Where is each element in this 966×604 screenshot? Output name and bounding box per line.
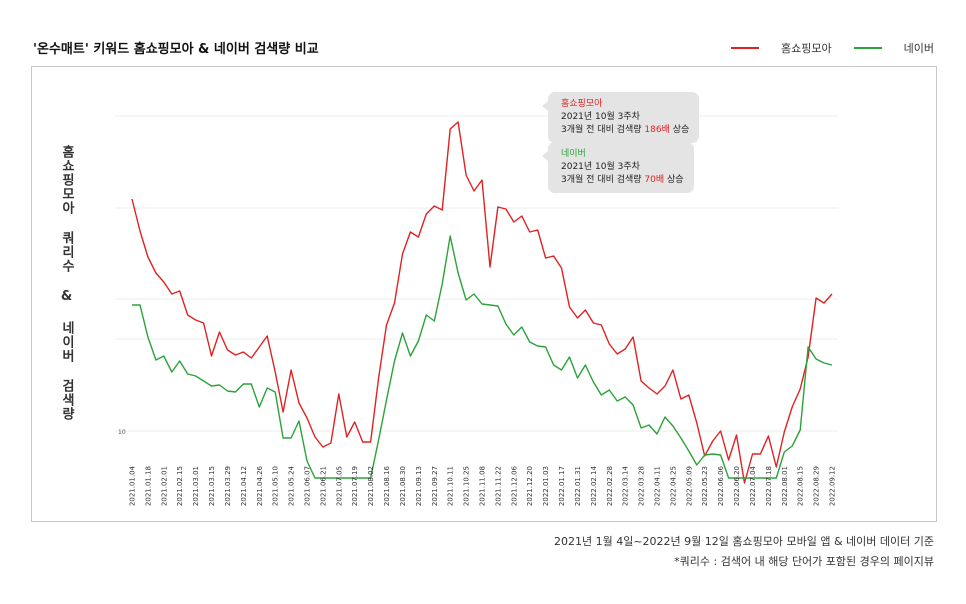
x-tick-label: 2021.11.22 <box>494 466 502 506</box>
tooltip-homeshopping-desc-pre: 3개월 전 대비 검색량 <box>561 125 645 135</box>
x-tick-label: 2021.04.26 <box>256 465 264 506</box>
tooltip-naver-header: 네이버 <box>561 149 586 159</box>
x-tick-label: 2022.04.11 <box>654 466 662 506</box>
tooltip-homeshopping: 홈쇼핑모아 2021년 10월 3주차 3개월 전 대비 검색량 186배 상승 <box>541 92 700 143</box>
x-tick-label: 2022.03.28 <box>638 466 646 506</box>
tooltip-naver-desc-pre: 3개월 전 대비 검색량 <box>561 175 645 185</box>
x-tick-label: 2021.03.15 <box>208 466 216 506</box>
tooltip-homeshopping-desc: 3개월 전 대비 검색량 186배 상승 <box>561 124 689 137</box>
x-tick-label: 2021.02.01 <box>160 466 168 506</box>
legend: 홈쇼핑모아 네이버 <box>709 40 934 56</box>
tooltip-naver-desc-post: 상승 <box>664 175 684 185</box>
x-tick-label: 2021.06.07 <box>304 466 312 506</box>
x-tick-label: 2022.07.18 <box>765 466 773 506</box>
x-tick-label: 2021.06.21 <box>319 466 327 506</box>
x-tick-label: 2022.08.01 <box>781 466 789 506</box>
x-tick-label: 2022.08.29 <box>813 466 821 506</box>
x-tick-label: 2021.03.01 <box>192 466 200 506</box>
x-tick-label: 2022.05.23 <box>701 466 709 506</box>
x-tick-label: 2021.10.11 <box>447 466 455 506</box>
tooltip-homeshopping-header: 홈쇼핑모아 <box>561 99 603 109</box>
chart-title: '온수매트' 키워드 홈쇼핑모아 & 네이버 검색량 비교 <box>33 42 319 57</box>
x-tick-label: 2022.07.04 <box>749 465 757 506</box>
x-tick-label: 2022.02.28 <box>606 466 614 506</box>
legend-item-naver: 네이버 <box>853 40 934 56</box>
footnote-data-range: 2021년 1월 4일~2022년 9월 12일 홈쇼핑모아 모바일 앱 & 네… <box>554 535 934 548</box>
x-tick-label: 2022.02.14 <box>590 465 598 506</box>
x-tick-label: 2021.12.20 <box>526 466 534 506</box>
x-tick-label: 2022.08.15 <box>797 466 805 506</box>
x-tick-label: 2022.06.20 <box>733 466 741 506</box>
x-tick-label: 2022.01.03 <box>542 466 550 506</box>
x-tick-label: 2021.02.15 <box>176 466 184 506</box>
legend-swatch-homeshopping <box>731 47 760 49</box>
tooltip-naver-date: 2021년 10월 3주차 <box>561 162 640 172</box>
legend-label-homeshopping: 홈쇼핑모아 <box>781 42 832 55</box>
x-tick-label: 2021.10.25 <box>463 466 471 506</box>
y-tick-label: 10 <box>118 429 126 436</box>
x-tick-label: 2022.01.31 <box>574 466 582 506</box>
legend-swatch-naver <box>853 47 882 49</box>
tooltip-naver-multiplier: 70배 <box>644 175 665 185</box>
x-tick-label: 2021.05.24 <box>288 465 296 506</box>
tooltip-homeshopping-multiplier: 186배 <box>644 125 670 135</box>
x-tick-label: 2021.08.30 <box>399 466 407 506</box>
x-tick-label: 2021.12.06 <box>510 465 518 506</box>
x-tick-label: 2021.04.12 <box>240 466 248 506</box>
x-tick-label: 2021.07.05 <box>335 466 343 506</box>
x-tick-label: 2021.08.02 <box>367 466 375 506</box>
chart-frame <box>31 66 937 522</box>
tooltip-homeshopping-date: 2021년 10월 3주차 <box>561 112 640 122</box>
x-tick-label: 2021.01.18 <box>144 466 152 506</box>
x-tick-label: 2022.04.25 <box>669 466 677 506</box>
legend-item-homeshopping: 홈쇼핑모아 <box>731 40 832 56</box>
footnote-definition: *쿼리수 : 검색어 내 해당 단어가 포함된 경우의 페이지뷰 <box>674 555 934 568</box>
x-tick-label: 2022.06.06 <box>717 465 725 506</box>
x-tick-label: 2022.03.14 <box>622 465 630 506</box>
x-tick-label: 2022.05.09 <box>685 466 693 506</box>
x-tick-label: 2022.01.17 <box>558 466 566 506</box>
y-axis-label: 홈쇼핑모아 쿼리수 & 네이버 검색량 <box>59 145 74 421</box>
x-tick-label: 2021.09.27 <box>431 466 439 506</box>
x-tick-label: 2021.08.16 <box>383 465 391 506</box>
x-tick-label: 2021.05.10 <box>272 466 280 506</box>
x-tick-label: 2022.09.12 <box>829 466 837 506</box>
x-tick-label: 2021.03.29 <box>224 466 232 506</box>
x-tick-label: 2021.09.13 <box>415 466 423 506</box>
tooltip-naver: 네이버 2021년 10월 3주차 3개월 전 대비 검색량 70배 상승 <box>542 142 694 193</box>
series-line-homeshopping <box>131 121 833 484</box>
tooltip-homeshopping-desc-post: 상승 <box>669 125 690 135</box>
x-tick-label: 2021.11.08 <box>479 466 487 506</box>
tooltip-naver-desc: 3개월 전 대비 검색량 70배 상승 <box>561 174 684 187</box>
series-line-naver <box>132 235 833 479</box>
x-tick-label: 2021.01.04 <box>129 465 137 506</box>
legend-label-naver: 네이버 <box>903 42 934 55</box>
x-tick-label: 2021.07.19 <box>351 466 359 506</box>
